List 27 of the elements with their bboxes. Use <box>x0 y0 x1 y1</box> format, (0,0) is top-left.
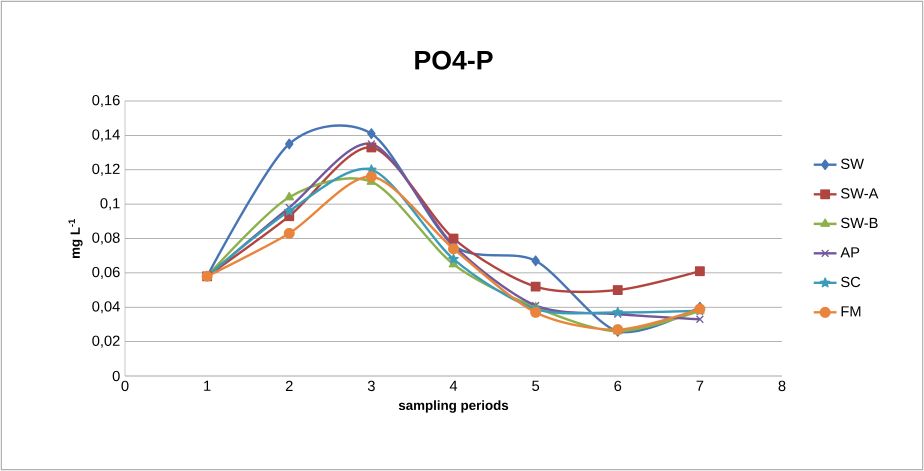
legend-label: AP <box>840 247 860 258</box>
legend-label: FM <box>842 306 860 316</box>
y-tick-label: 0,1 <box>100 198 120 210</box>
y-tick-label: 0,12 <box>92 164 120 176</box>
y-tick-label: 0,06 <box>92 266 120 279</box>
legend-label: SW-A <box>841 188 878 199</box>
legend-label: SW <box>841 158 864 169</box>
x-tick-label: 1 <box>204 380 210 391</box>
x-tick-label: 4 <box>450 380 458 391</box>
x-tick-label: 7 <box>696 380 704 391</box>
x-tick-label: 8 <box>778 380 786 392</box>
x-tick-label: 2 <box>286 380 293 391</box>
x-tick-label: 3 <box>368 380 375 392</box>
chart-title: PO4-P <box>415 50 493 70</box>
x-tick-label: 0 <box>121 380 128 392</box>
legend-label: SW-B <box>841 218 878 228</box>
y-tick-label: 0,04 <box>92 301 120 314</box>
y-tick-label: 0,16 <box>92 94 120 108</box>
y-axis-title: mg L$^{-1}$ <box>68 219 83 258</box>
y-tick-label: 0,08 <box>92 232 120 245</box>
y-tick-label: 0,02 <box>92 336 120 348</box>
legend-label: SC <box>841 276 860 288</box>
y-tick-label: 0 <box>112 370 120 382</box>
x-axis-title: sampling periods <box>398 400 508 413</box>
x-tick-label: 6 <box>614 380 622 392</box>
x-tick-label: 5 <box>532 380 540 391</box>
y-tick-label: 0,14 <box>92 129 120 142</box>
